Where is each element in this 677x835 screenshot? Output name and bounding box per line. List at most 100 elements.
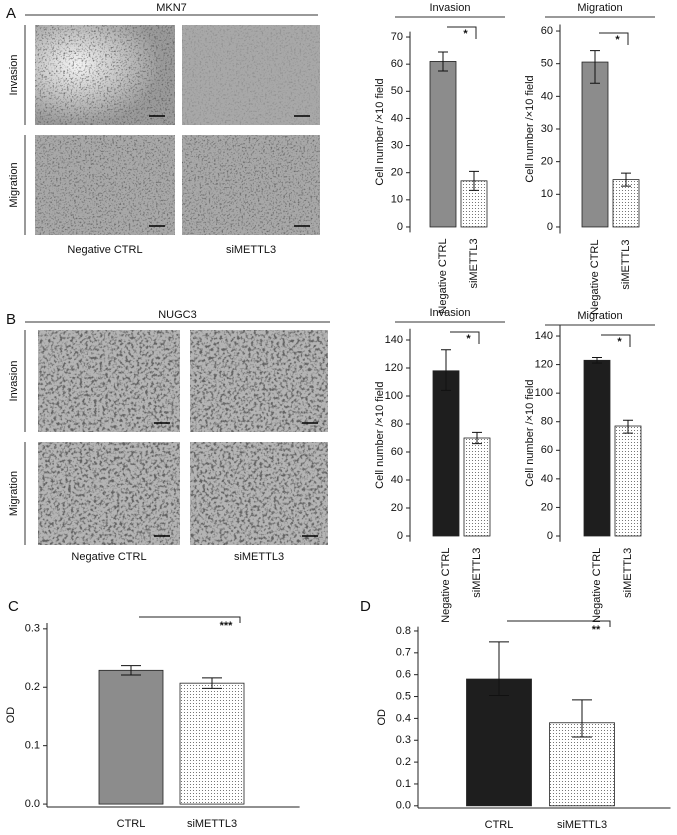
row-label: Invasion — [8, 361, 20, 402]
y-tick-label: 60 — [541, 25, 553, 37]
x-tick-label: siMETTL3 — [187, 818, 237, 830]
y-tick-label: 100 — [385, 390, 403, 402]
y-tick-label: 0.0 — [396, 800, 411, 812]
row-label: Migration — [8, 471, 20, 516]
y-tick-label: 0 — [547, 221, 553, 233]
significance-label: *** — [220, 620, 234, 632]
bar — [612, 179, 640, 228]
significance-bracket — [599, 32, 629, 45]
y-tick-label: 20 — [391, 502, 403, 514]
cell-line-title: NUGC3 — [158, 309, 197, 321]
bar — [581, 61, 609, 228]
y-axis-label: OD — [5, 707, 17, 724]
error-bar — [121, 665, 141, 676]
y-tick-label: 0.5 — [396, 690, 411, 702]
x-tick-label: Negative CTRL — [437, 238, 449, 313]
y-tick-label: 20 — [541, 156, 553, 168]
bar — [179, 682, 245, 805]
y-tick-label: 0.2 — [25, 681, 40, 693]
micrograph-texture — [190, 442, 328, 545]
y-tick-label: 40 — [541, 90, 553, 102]
x-tick-label: Negative CTRL — [589, 240, 601, 315]
y-tick-label: 40 — [541, 473, 553, 485]
x-tick-label: siMETTL3 — [471, 548, 483, 598]
error-bar — [438, 51, 448, 72]
y-tick-label: 0.0 — [25, 798, 40, 810]
error-bar — [592, 356, 602, 364]
y-axis-label: Cell number /×10 field — [374, 382, 386, 489]
bar — [463, 437, 491, 537]
error-bar — [202, 677, 222, 689]
bar — [466, 678, 532, 807]
row-label: Invasion — [8, 55, 20, 96]
x-tick-label: siMETTL3 — [622, 548, 634, 598]
y-tick-label: 140 — [385, 334, 403, 346]
y-tick-label: 0 — [397, 530, 403, 542]
significance-label: * — [617, 336, 622, 348]
y-tick-label: 40 — [391, 474, 403, 486]
panel-label: A — [6, 5, 16, 22]
y-tick-label: 120 — [385, 362, 403, 374]
y-tick-label: 60 — [391, 58, 403, 70]
column-label: Negative CTRL — [67, 244, 142, 256]
row-label: Migration — [8, 162, 20, 207]
bar — [583, 359, 611, 537]
error-bar — [489, 641, 509, 696]
y-tick-label: 0.4 — [396, 712, 411, 724]
x-tick-label: siMETTL3 — [468, 238, 480, 288]
bar — [614, 425, 642, 537]
y-tick-label: 0.3 — [25, 623, 40, 635]
y-tick-label: 60 — [541, 444, 553, 456]
y-axis-label: Cell number /×10 field — [524, 379, 536, 486]
y-tick-label: 10 — [541, 188, 553, 200]
x-tick-label: siMETTL3 — [557, 819, 607, 831]
significance-bracket — [447, 26, 477, 39]
significance-bracket — [601, 334, 631, 347]
micrograph-texture — [35, 25, 175, 125]
y-tick-label: 0.8 — [396, 625, 411, 637]
y-tick-label: 80 — [541, 416, 553, 428]
y-tick-label: 20 — [391, 167, 403, 179]
error-bar — [621, 172, 631, 187]
significance-bracket — [450, 331, 480, 344]
significance-label: * — [615, 34, 620, 46]
error-bar — [469, 170, 479, 191]
x-tick-label: Negative CTRL — [591, 548, 603, 623]
chart-title: Migration — [577, 310, 622, 322]
y-tick-label: 20 — [541, 501, 553, 513]
chart-title: Migration — [577, 2, 622, 14]
y-tick-label: 50 — [391, 85, 403, 97]
x-tick-label: CTRL — [485, 819, 514, 831]
significance-label: * — [466, 333, 471, 345]
y-tick-label: 10 — [391, 194, 403, 206]
y-tick-label: 60 — [391, 446, 403, 458]
x-tick-label: Negative CTRL — [440, 548, 452, 623]
micrograph-texture — [182, 25, 320, 125]
panel-label: B — [6, 311, 16, 328]
y-axis-label: Cell number /×10 field — [524, 75, 536, 182]
y-tick-label: 0.1 — [25, 740, 40, 752]
column-label: siMETTL3 — [234, 551, 284, 563]
y-tick-label: 0.2 — [396, 756, 411, 768]
error-bar — [441, 349, 451, 391]
cell-line-title: MKN7 — [156, 2, 187, 14]
micrograph-texture — [38, 442, 180, 545]
y-tick-label: 0 — [397, 221, 403, 233]
significance-label: * — [463, 28, 468, 40]
micrograph-texture — [182, 135, 320, 235]
chart-title: Invasion — [430, 307, 471, 319]
bar — [432, 370, 460, 537]
significance-bracket — [507, 620, 611, 627]
chart-title: Invasion — [430, 2, 471, 14]
x-tick-label: CTRL — [117, 818, 146, 830]
error-bar — [590, 50, 600, 84]
micrograph-texture — [38, 330, 180, 432]
y-tick-label: 70 — [391, 31, 403, 43]
panel-label: D — [360, 598, 371, 615]
column-label: siMETTL3 — [226, 244, 276, 256]
y-axis-label: OD — [376, 709, 388, 726]
y-tick-label: 120 — [535, 358, 553, 370]
error-bar — [472, 431, 482, 445]
significance-label: ** — [592, 624, 601, 636]
